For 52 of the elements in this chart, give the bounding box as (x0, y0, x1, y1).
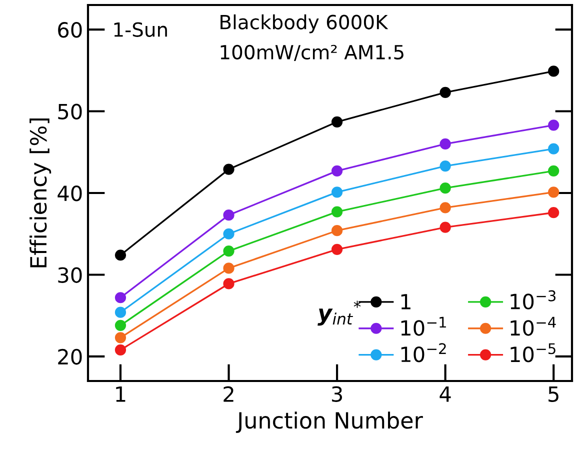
y-tick-label: 20 (58, 348, 82, 365)
annotation: 1-Sun (114, 22, 167, 37)
point (440, 222, 451, 233)
point (114, 306, 126, 318)
annotation: 100mW/cm² AM1.5 (220, 44, 404, 62)
point (440, 86, 451, 98)
point (548, 186, 560, 198)
point (331, 116, 343, 128)
y-axis-title: Efficiency [%] (30, 118, 52, 268)
point (114, 344, 126, 356)
point (223, 262, 234, 274)
legend-label: 10$^{−5}$ (510, 343, 556, 362)
point (114, 292, 126, 304)
x-tick-label: 2 (224, 386, 234, 402)
x-tick-label: 1 (116, 386, 126, 402)
point (331, 206, 343, 218)
annotation: Blackbody 6000K (220, 14, 388, 34)
point (440, 160, 451, 172)
y-tick-label: 40 (58, 185, 82, 202)
point (223, 164, 234, 175)
point (114, 332, 126, 344)
point (548, 66, 560, 77)
point (223, 210, 234, 221)
x-tick-label: 3 (332, 386, 342, 402)
point (548, 120, 560, 131)
legend-title: y$_{int}$$^{*}$ (318, 300, 361, 326)
x-tick-label: 5 (548, 386, 558, 402)
y-tick-label: 60 (58, 22, 82, 38)
y-tick-label: 30 (58, 267, 82, 283)
point (114, 250, 126, 261)
point (548, 165, 560, 176)
point (331, 186, 343, 198)
point (440, 138, 451, 150)
legend-label: 10$^{−4}$ (510, 316, 556, 336)
point (223, 278, 234, 290)
point (548, 207, 560, 218)
point (548, 143, 560, 154)
x-axis-title: Junction Number (236, 412, 423, 433)
point (440, 182, 451, 194)
point (223, 245, 234, 257)
legend-label: 10$^{−1}$ (401, 316, 446, 336)
point (331, 165, 343, 176)
legend-label: 10$^{−3}$ (510, 290, 556, 310)
point (331, 244, 343, 255)
x-tick-label: 4 (440, 386, 451, 402)
y-tick-label: 50 (58, 104, 82, 120)
point (114, 320, 126, 331)
point (440, 202, 451, 214)
point (223, 228, 234, 240)
legend-label: 1 (401, 294, 410, 310)
point (331, 225, 343, 236)
legend-label: 10$^{−2}$ (401, 343, 446, 362)
